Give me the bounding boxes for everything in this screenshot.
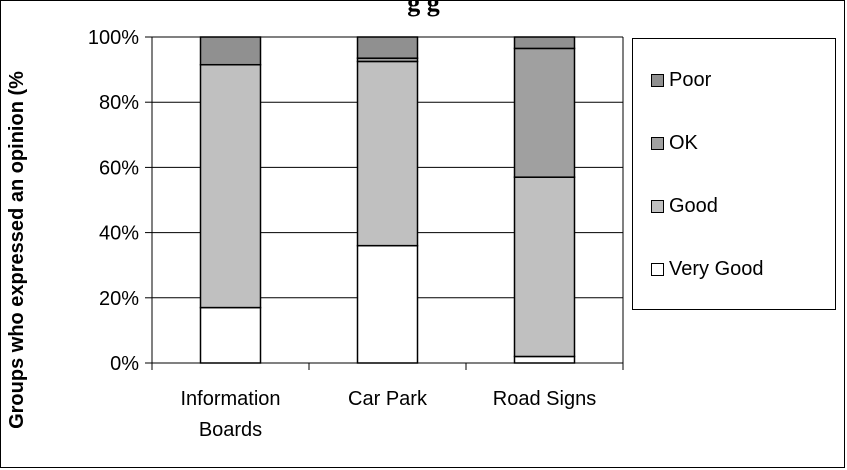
legend-swatch: [651, 74, 664, 87]
legend-item: Very Good: [651, 258, 764, 281]
y-tick-label: 100%: [88, 27, 139, 49]
bar-segment: [513, 176, 576, 358]
bar-segment: [356, 36, 419, 59]
bar-segment: [513, 47, 576, 178]
bar-segment: [356, 60, 419, 247]
legend-swatch: [651, 137, 664, 150]
bar-segment: [513, 36, 576, 50]
axes: 0% 20% 40% 60% 80% 100% Information Boards Car P…: [88, 27, 624, 441]
y-tick-label: 20%: [99, 288, 139, 310]
y-tick-label: 0%: [110, 353, 139, 375]
legend: Poor OK Good Very Good: [632, 38, 836, 310]
bar-segment: [199, 36, 262, 66]
legend-item: Good: [651, 195, 718, 218]
bar-segment: [199, 63, 262, 309]
x-tick-label: Road Signs: [493, 388, 596, 410]
legend-label: Very Good: [669, 258, 764, 280]
chart-title: g g: [407, 0, 440, 17]
legend-label: Good: [669, 195, 718, 217]
legend-item: OK: [651, 132, 698, 155]
x-tick-label: Car Park: [348, 388, 428, 410]
legend-label: Poor: [669, 69, 712, 91]
x-tick-label: Boards: [199, 419, 262, 441]
y-tick-label: 60%: [99, 157, 139, 179]
y-axis-label: Groups who expressed an opinion (%: [6, 71, 28, 429]
bars: [199, 36, 576, 364]
y-tick-label: 80%: [99, 92, 139, 114]
legend-label: OK: [669, 132, 698, 154]
bar-segment: [199, 306, 262, 364]
legend-item: Poor: [651, 69, 711, 92]
bar-segment: [513, 355, 576, 364]
y-tick-label: 40%: [99, 223, 139, 245]
legend-swatch: [651, 263, 664, 276]
bar-segment: [356, 244, 419, 364]
x-tick-label: Information: [180, 388, 280, 410]
legend-swatch: [651, 200, 664, 213]
